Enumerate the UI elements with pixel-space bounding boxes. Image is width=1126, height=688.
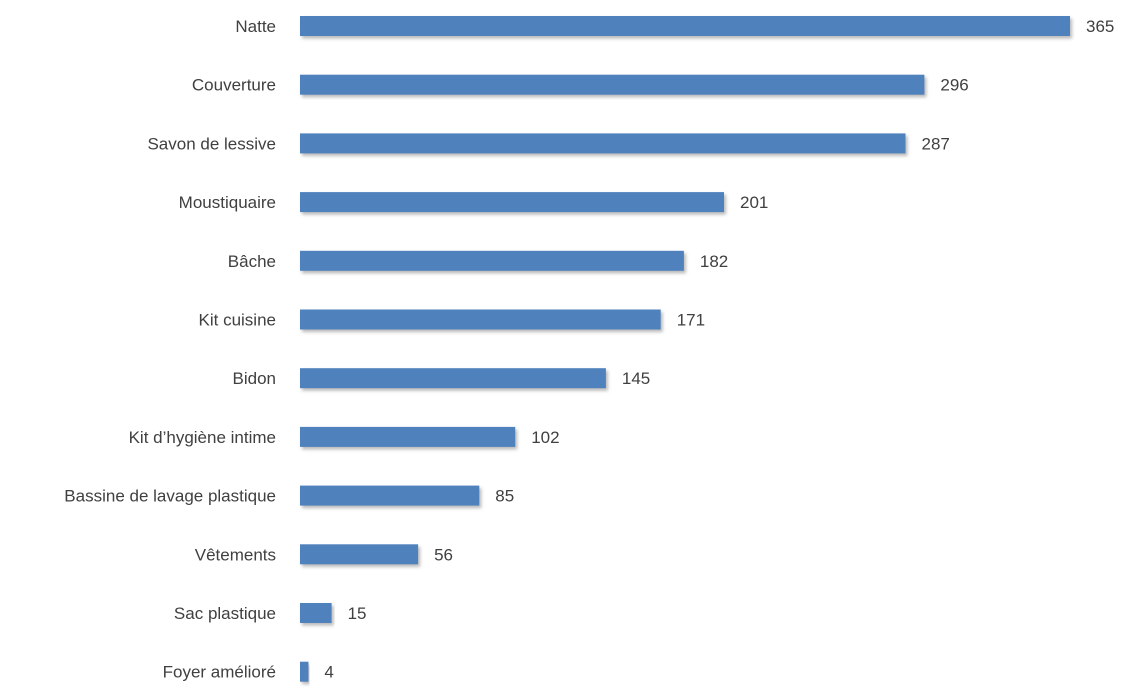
- bar-8: [300, 426, 516, 447]
- bar-6: [300, 309, 661, 330]
- value-label-12: 4: [324, 663, 333, 682]
- value-label-11: 15: [348, 604, 367, 623]
- bar-9: [300, 485, 480, 506]
- value-label-2: 296: [940, 76, 968, 95]
- category-label-8: Kit d’hygiène intime: [129, 428, 276, 447]
- category-label-10: Vêtements: [195, 545, 276, 564]
- category-label-6: Kit cuisine: [199, 311, 276, 330]
- bar-11: [300, 603, 332, 623]
- category-label-7: Bidon: [233, 369, 276, 388]
- bar-12: [300, 661, 309, 682]
- bar-1: [300, 16, 1070, 36]
- value-label-4: 201: [740, 193, 768, 212]
- category-label-5: Bâche: [228, 252, 276, 271]
- bars-layer: [300, 16, 1070, 682]
- value-label-10: 56: [434, 545, 453, 564]
- value-label-3: 287: [922, 134, 950, 153]
- category-label-4: Moustiquaire: [179, 193, 276, 212]
- bar-7: [300, 368, 606, 389]
- category-label-3: Savon de lessive: [147, 134, 276, 153]
- category-label-2: Couverture: [192, 76, 276, 95]
- bar-5: [300, 250, 684, 271]
- category-label-9: Bassine de lavage plastique: [64, 487, 276, 506]
- value-label-7: 145: [622, 369, 650, 388]
- value-label-9: 85: [495, 487, 514, 506]
- value-label-1: 365: [1086, 17, 1114, 36]
- category-label-11: Sac plastique: [174, 604, 276, 623]
- bar-4: [300, 192, 724, 213]
- bar-3: [300, 133, 906, 154]
- labels-layer: Natte 365 Couverture 296 Savon de lessive 287…: [64, 17, 1114, 682]
- bar-10: [300, 544, 419, 565]
- category-label-1: Natte: [235, 17, 276, 36]
- value-label-5: 182: [700, 252, 728, 271]
- value-label-8: 102: [531, 428, 559, 447]
- bar-2: [300, 74, 925, 95]
- value-label-6: 171: [677, 311, 705, 330]
- category-label-12: Foyer amélioré: [163, 663, 276, 682]
